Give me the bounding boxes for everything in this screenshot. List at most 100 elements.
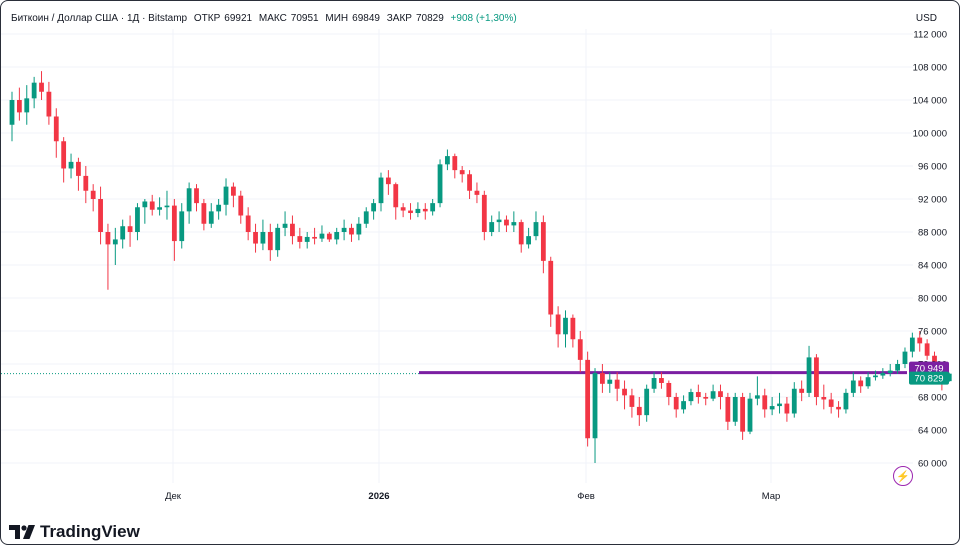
candle-body xyxy=(312,236,317,239)
candle xyxy=(695,384,701,404)
x-axis: Дек 2026 Фев Мар xyxy=(165,491,780,502)
candle-body xyxy=(90,190,96,199)
candle xyxy=(814,354,819,406)
candle-body xyxy=(843,392,849,410)
y-tick-label: 80 000 xyxy=(918,294,947,305)
candle xyxy=(445,149,450,171)
tradingview-logo[interactable]: TradingView xyxy=(9,522,140,542)
candle xyxy=(231,182,236,208)
price-label-box xyxy=(909,371,949,385)
candle xyxy=(39,71,44,100)
candle-body xyxy=(607,379,613,384)
candle-body xyxy=(563,317,568,335)
currency-label[interactable]: USD xyxy=(915,13,937,24)
candle xyxy=(467,170,472,199)
candle-body xyxy=(363,211,369,224)
x-tick-label: Мар xyxy=(762,491,781,502)
candle xyxy=(777,392,782,414)
candle xyxy=(334,227,340,245)
candle-body xyxy=(489,222,495,232)
candle xyxy=(725,392,731,430)
candle xyxy=(636,397,642,426)
symbol-title[interactable]: Биткоин / Доллар США · 1Д · Bitstamp xyxy=(11,13,188,24)
candle-body xyxy=(747,398,753,432)
candle xyxy=(201,199,207,231)
candle-body xyxy=(223,186,229,205)
candle xyxy=(577,331,583,373)
candle xyxy=(120,219,126,249)
candle xyxy=(430,199,436,216)
candle xyxy=(149,194,155,216)
candle-body xyxy=(659,378,664,383)
candle xyxy=(754,376,760,406)
candle-body xyxy=(24,98,30,113)
candle xyxy=(540,215,546,274)
change-value: +908 (+1,30%) xyxy=(450,13,517,24)
candle-body xyxy=(600,373,605,384)
candle-body xyxy=(83,175,89,191)
candle xyxy=(607,372,613,393)
candle-body xyxy=(39,82,44,92)
candle-body xyxy=(806,357,812,393)
candle xyxy=(297,227,303,249)
candle-body xyxy=(371,203,377,212)
candle xyxy=(282,211,288,237)
low-value: 69849 xyxy=(352,13,380,24)
candle-body xyxy=(142,201,148,208)
candle-body xyxy=(304,236,310,242)
candle-body xyxy=(171,205,177,242)
open-label: ОТКР xyxy=(193,13,221,24)
candle-body xyxy=(769,406,775,410)
candle-body xyxy=(518,222,524,245)
candle-body xyxy=(681,401,686,410)
candle xyxy=(600,364,605,393)
candle xyxy=(171,199,177,261)
candle-body xyxy=(754,395,760,399)
candle xyxy=(614,372,620,402)
symbol-header: Биткоин / Доллар США · 1Д · Bitstamp ОТК… xyxy=(11,13,521,24)
candle-body xyxy=(865,377,871,387)
candle xyxy=(511,211,517,232)
lightning-icon[interactable]: ⚡ xyxy=(893,466,913,486)
candle xyxy=(98,186,103,245)
candle xyxy=(946,372,952,382)
candle-body xyxy=(452,156,458,171)
candle xyxy=(194,184,199,212)
candle-body xyxy=(378,177,384,204)
candle-body xyxy=(821,397,827,400)
candle xyxy=(164,190,170,220)
candle xyxy=(843,388,849,414)
candle xyxy=(880,368,886,379)
x-tick-label: 2026 xyxy=(368,491,389,502)
candle-body xyxy=(231,186,236,196)
y-tick-label: 60 000 xyxy=(918,459,947,470)
candle-body xyxy=(629,395,635,407)
y-tick-label: 108 000 xyxy=(913,63,947,74)
grid xyxy=(1,29,913,483)
candle xyxy=(504,215,509,232)
candle xyxy=(747,392,753,435)
candle-body xyxy=(186,188,192,212)
candle-body xyxy=(725,397,731,422)
candle-body xyxy=(762,395,768,410)
candle-body xyxy=(437,164,443,204)
candle-body xyxy=(157,207,162,210)
candle xyxy=(732,392,738,426)
candle-body xyxy=(341,227,347,232)
candle xyxy=(105,223,111,290)
y-tick-label: 88 000 xyxy=(918,228,947,239)
candle-body xyxy=(909,337,915,352)
candle xyxy=(408,203,413,220)
candle-body xyxy=(112,239,118,245)
candle xyxy=(629,388,635,418)
candle xyxy=(873,370,878,381)
candle-body xyxy=(592,373,598,439)
y-tick-label: 104 000 xyxy=(913,96,947,107)
candle xyxy=(135,203,140,241)
candle-body xyxy=(46,91,52,117)
candle xyxy=(659,372,664,389)
high-label: МАКС xyxy=(258,13,287,24)
